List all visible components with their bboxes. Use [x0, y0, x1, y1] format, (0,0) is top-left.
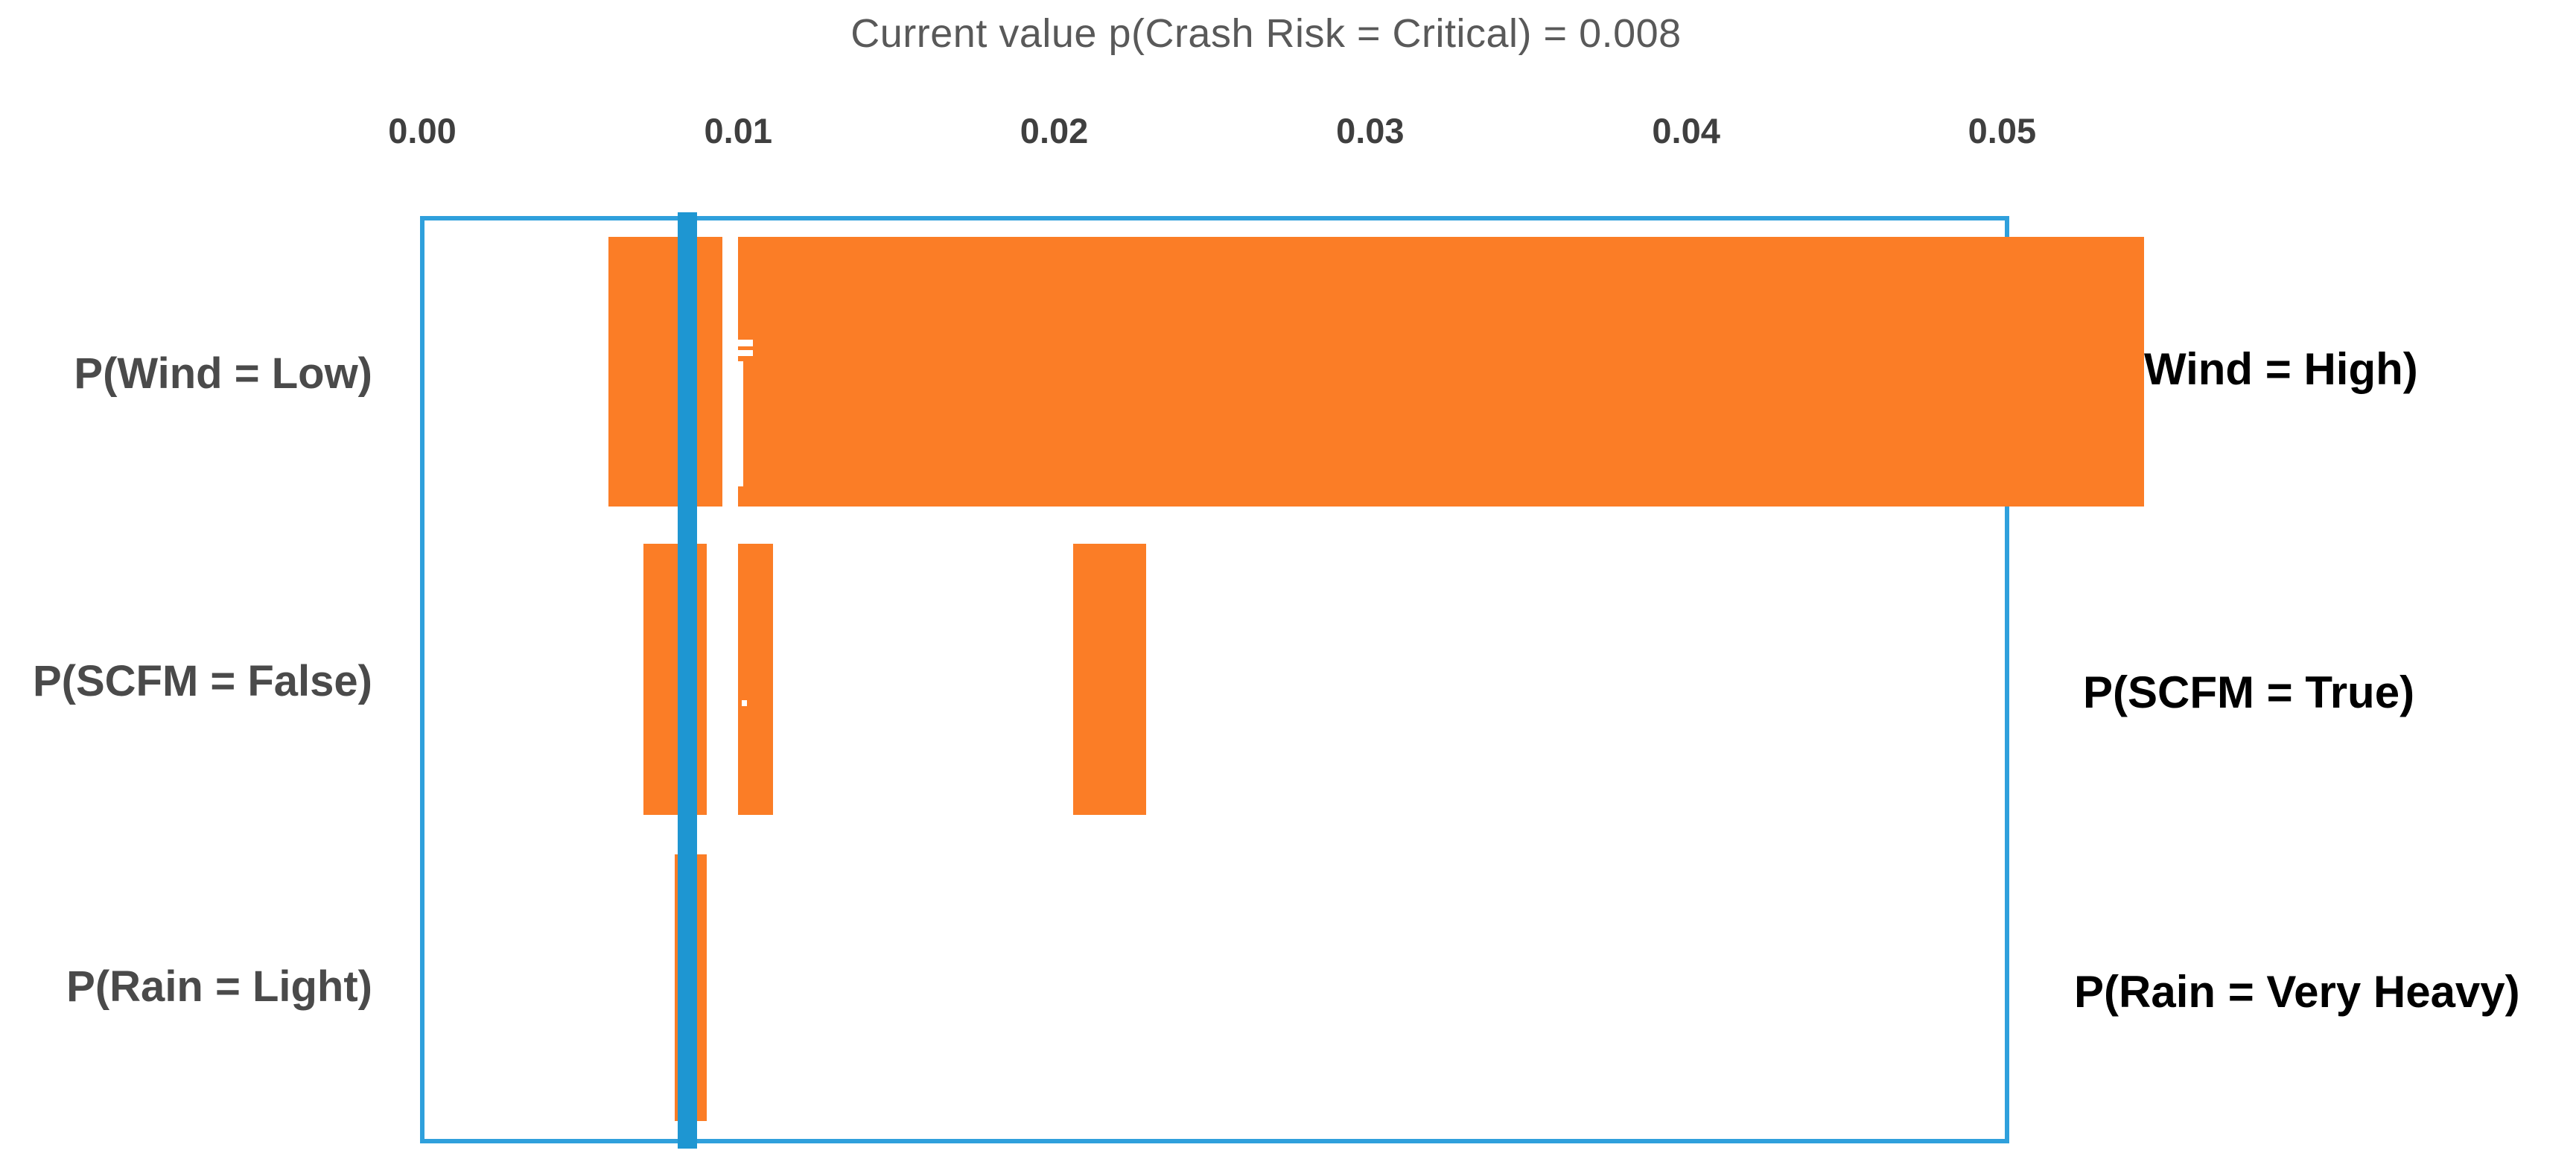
current-value-line	[678, 212, 698, 1149]
bar-segment-row2-3	[1073, 544, 1146, 815]
white-artifact-2	[723, 350, 753, 356]
white-artifact-3	[738, 361, 743, 486]
bar-segment-row2-2	[738, 544, 773, 815]
x-axis-tick-0.00: 0.00	[388, 111, 457, 150]
x-axis-tick-0.03: 0.03	[1336, 111, 1405, 150]
row-right-label-1: Wind = High)	[2144, 344, 2418, 394]
x-axis-tick-0.05: 0.05	[1968, 111, 2037, 150]
row-left-label-1: P(Wind = Low)	[74, 349, 372, 398]
row-left-label-2: P(SCFM = False)	[32, 657, 372, 705]
bar-segment-row1-2	[738, 237, 2145, 507]
white-artifact-1	[723, 340, 753, 346]
x-axis-tick-0.02: 0.02	[1020, 111, 1089, 150]
row-right-label-3: P(Rain = Very Heavy)	[2074, 967, 2520, 1017]
row-left-label-3: P(Rain = Light)	[66, 962, 372, 1011]
chart-title: Current value p(Crash Risk = Critical) =…	[850, 11, 1682, 56]
white-artifact-4	[742, 700, 747, 706]
x-axis-tick-0.04: 0.04	[1652, 111, 1720, 150]
x-axis-tick-0.01: 0.01	[704, 111, 773, 150]
bar-segment-row1-1	[608, 237, 722, 507]
plot-area-border	[420, 216, 2009, 1143]
row-right-label-2: P(SCFM = True)	[2083, 667, 2415, 717]
